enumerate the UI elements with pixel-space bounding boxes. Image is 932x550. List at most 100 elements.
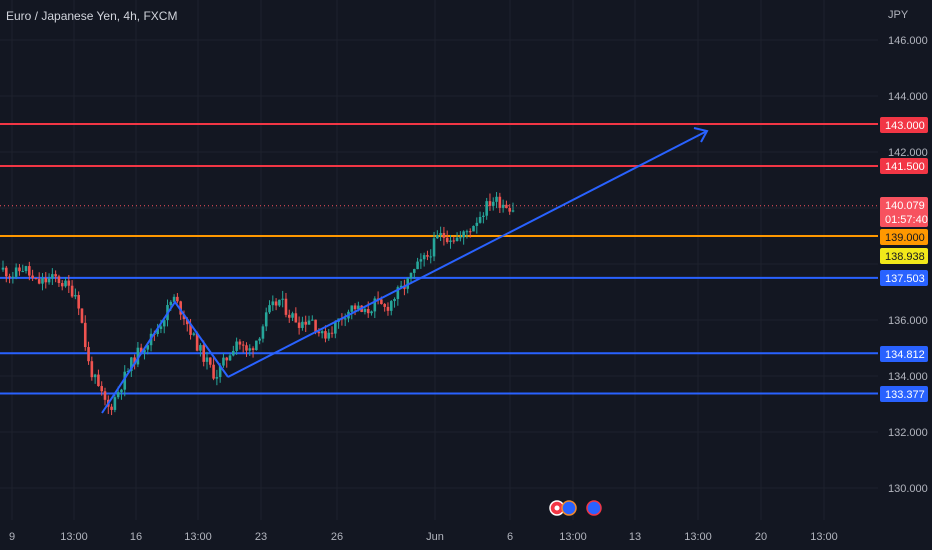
- candle-body: [373, 298, 377, 312]
- candle-body: [505, 204, 508, 209]
- candle-body: [320, 331, 324, 334]
- candle-body: [54, 274, 57, 277]
- candle-body: [370, 311, 373, 314]
- candle-body: [31, 275, 34, 279]
- candle-body: [100, 386, 104, 392]
- candle-body: [28, 266, 31, 276]
- candle-body: [172, 296, 176, 302]
- candle: [501, 199, 505, 213]
- candle-body: [287, 314, 291, 318]
- y-tick: 142.000: [888, 147, 928, 159]
- candle-body: [113, 397, 117, 410]
- candle: [156, 323, 159, 337]
- candle-body: [60, 283, 64, 287]
- horizontal-lines[interactable]: [0, 123, 878, 395]
- tag-139-text: 139.000: [885, 232, 925, 244]
- candle-body: [314, 319, 317, 332]
- candle-body: [439, 233, 442, 236]
- candle-body: [130, 357, 133, 372]
- candle-body: [14, 267, 18, 277]
- candle: [310, 315, 314, 321]
- y-tick: 136.000: [888, 315, 928, 327]
- candle: [419, 253, 423, 269]
- candle: [235, 337, 238, 355]
- time-axis[interactable]: 9 13:00 16 13:00 23 26 Jun 6 13:00 13 13…: [9, 531, 838, 543]
- trend-drawings[interactable]: [101, 127, 709, 414]
- candle: [320, 329, 324, 339]
- candle-body: [281, 298, 284, 300]
- candle: [255, 340, 258, 351]
- tag-141-5-text: 141.500: [885, 161, 925, 173]
- event-icon-3[interactable]: [586, 500, 602, 516]
- candle: [28, 261, 31, 281]
- candle: [83, 315, 87, 351]
- candle-body: [77, 295, 80, 309]
- candle: [452, 236, 456, 244]
- candle-body: [357, 305, 360, 310]
- tag-137-503-text: 137.503: [885, 273, 925, 285]
- zigzag-line[interactable]: [101, 300, 229, 414]
- candle: [14, 263, 18, 280]
- candle-body: [452, 240, 456, 242]
- x-tick: 13:00: [184, 531, 212, 543]
- candle: [393, 297, 396, 308]
- candle: [205, 351, 209, 370]
- candle-body: [485, 201, 488, 216]
- candle-body: [498, 196, 502, 208]
- candle: [18, 264, 21, 276]
- candle-body: [291, 313, 294, 318]
- candle: [442, 226, 446, 246]
- candle: [482, 212, 485, 224]
- candle: [113, 395, 117, 413]
- candle-body: [462, 231, 465, 238]
- candle: [264, 307, 268, 332]
- candle: [176, 293, 179, 304]
- candle-body: [136, 347, 140, 365]
- candle-body: [74, 295, 77, 297]
- price-axis[interactable]: 146.000 144.000 142.000 136.000 134.000 …: [888, 35, 928, 495]
- candle: [47, 273, 51, 285]
- candle: [24, 265, 28, 274]
- candle: [478, 211, 482, 224]
- candle: [54, 270, 57, 283]
- candle: [370, 310, 373, 316]
- candle: [327, 328, 331, 341]
- candle: [146, 344, 150, 355]
- candle-body: [182, 314, 186, 320]
- candle-body: [366, 309, 370, 314]
- x-tick: 20: [755, 531, 767, 543]
- candle-body: [245, 345, 248, 351]
- candle: [274, 298, 278, 311]
- candle-body: [284, 298, 288, 315]
- event-icons[interactable]: [549, 500, 602, 516]
- candle: [258, 337, 261, 345]
- candle: [498, 192, 502, 214]
- candle: [488, 193, 492, 211]
- candle-body: [41, 278, 44, 284]
- candle-body: [383, 304, 386, 307]
- candle-body: [212, 364, 215, 379]
- candle-body: [343, 318, 347, 320]
- trend-arrow-line[interactable]: [227, 130, 708, 378]
- candle-body: [21, 271, 25, 273]
- tag-143-text: 143.000: [885, 120, 925, 132]
- currency-label: JPY: [888, 9, 909, 21]
- candle: [44, 272, 48, 289]
- candle-body: [416, 261, 419, 270]
- candle: [21, 264, 25, 273]
- candle: [284, 292, 288, 318]
- candle-body: [222, 357, 225, 366]
- y-tick: 146.000: [888, 35, 928, 47]
- candle-body: [294, 313, 298, 323]
- candle: [297, 316, 301, 335]
- candle: [281, 290, 284, 308]
- candle-body: [363, 309, 367, 312]
- candle: [60, 280, 64, 291]
- candle: [472, 225, 475, 232]
- candle-body: [143, 349, 146, 353]
- event-icon-2[interactable]: [561, 500, 577, 516]
- candlesticks: [1, 192, 515, 416]
- candle-body: [422, 255, 426, 260]
